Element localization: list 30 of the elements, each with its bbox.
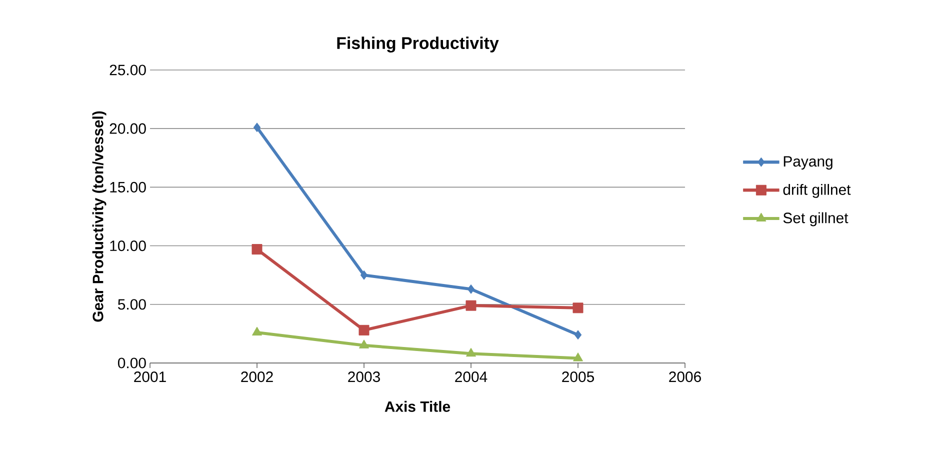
point <box>253 122 261 132</box>
legend-label: Payang <box>784 156 832 170</box>
y-tick-label: 10.00 <box>110 240 146 252</box>
point <box>360 270 368 280</box>
y-tick-label: 5.00 <box>118 299 146 310</box>
y-tick-label: 25.00 <box>110 64 146 76</box>
legend-label: drift gillnet <box>783 184 851 198</box>
point <box>252 326 262 336</box>
y-axis-title: Gear Productivity (ton/vessel) <box>92 111 106 322</box>
x-tick-label: 2005 <box>562 372 594 382</box>
x-tick-label: 2002 <box>241 372 273 382</box>
x-tick-label: 2001 <box>134 372 166 382</box>
point <box>572 302 584 314</box>
point <box>467 284 475 294</box>
x-tick-label: 2006 <box>669 372 701 382</box>
x-tick-label: 2003 <box>348 372 380 382</box>
chart-title: Fishing Productivity <box>337 36 499 52</box>
point <box>574 330 582 340</box>
y-tick-label: 15.00 <box>110 182 146 192</box>
legend-label: Set gillnet <box>783 212 848 226</box>
x-axis-title: Axis Title <box>384 400 450 412</box>
point <box>466 300 476 311</box>
point <box>358 324 370 336</box>
point <box>466 348 476 357</box>
point <box>358 340 370 348</box>
point <box>252 244 262 255</box>
x-tick-label: 2004 <box>455 372 488 382</box>
y-tick-label: 20.00 <box>110 123 146 134</box>
y-tick-label: 0.00 <box>118 358 146 368</box>
point <box>572 352 584 362</box>
